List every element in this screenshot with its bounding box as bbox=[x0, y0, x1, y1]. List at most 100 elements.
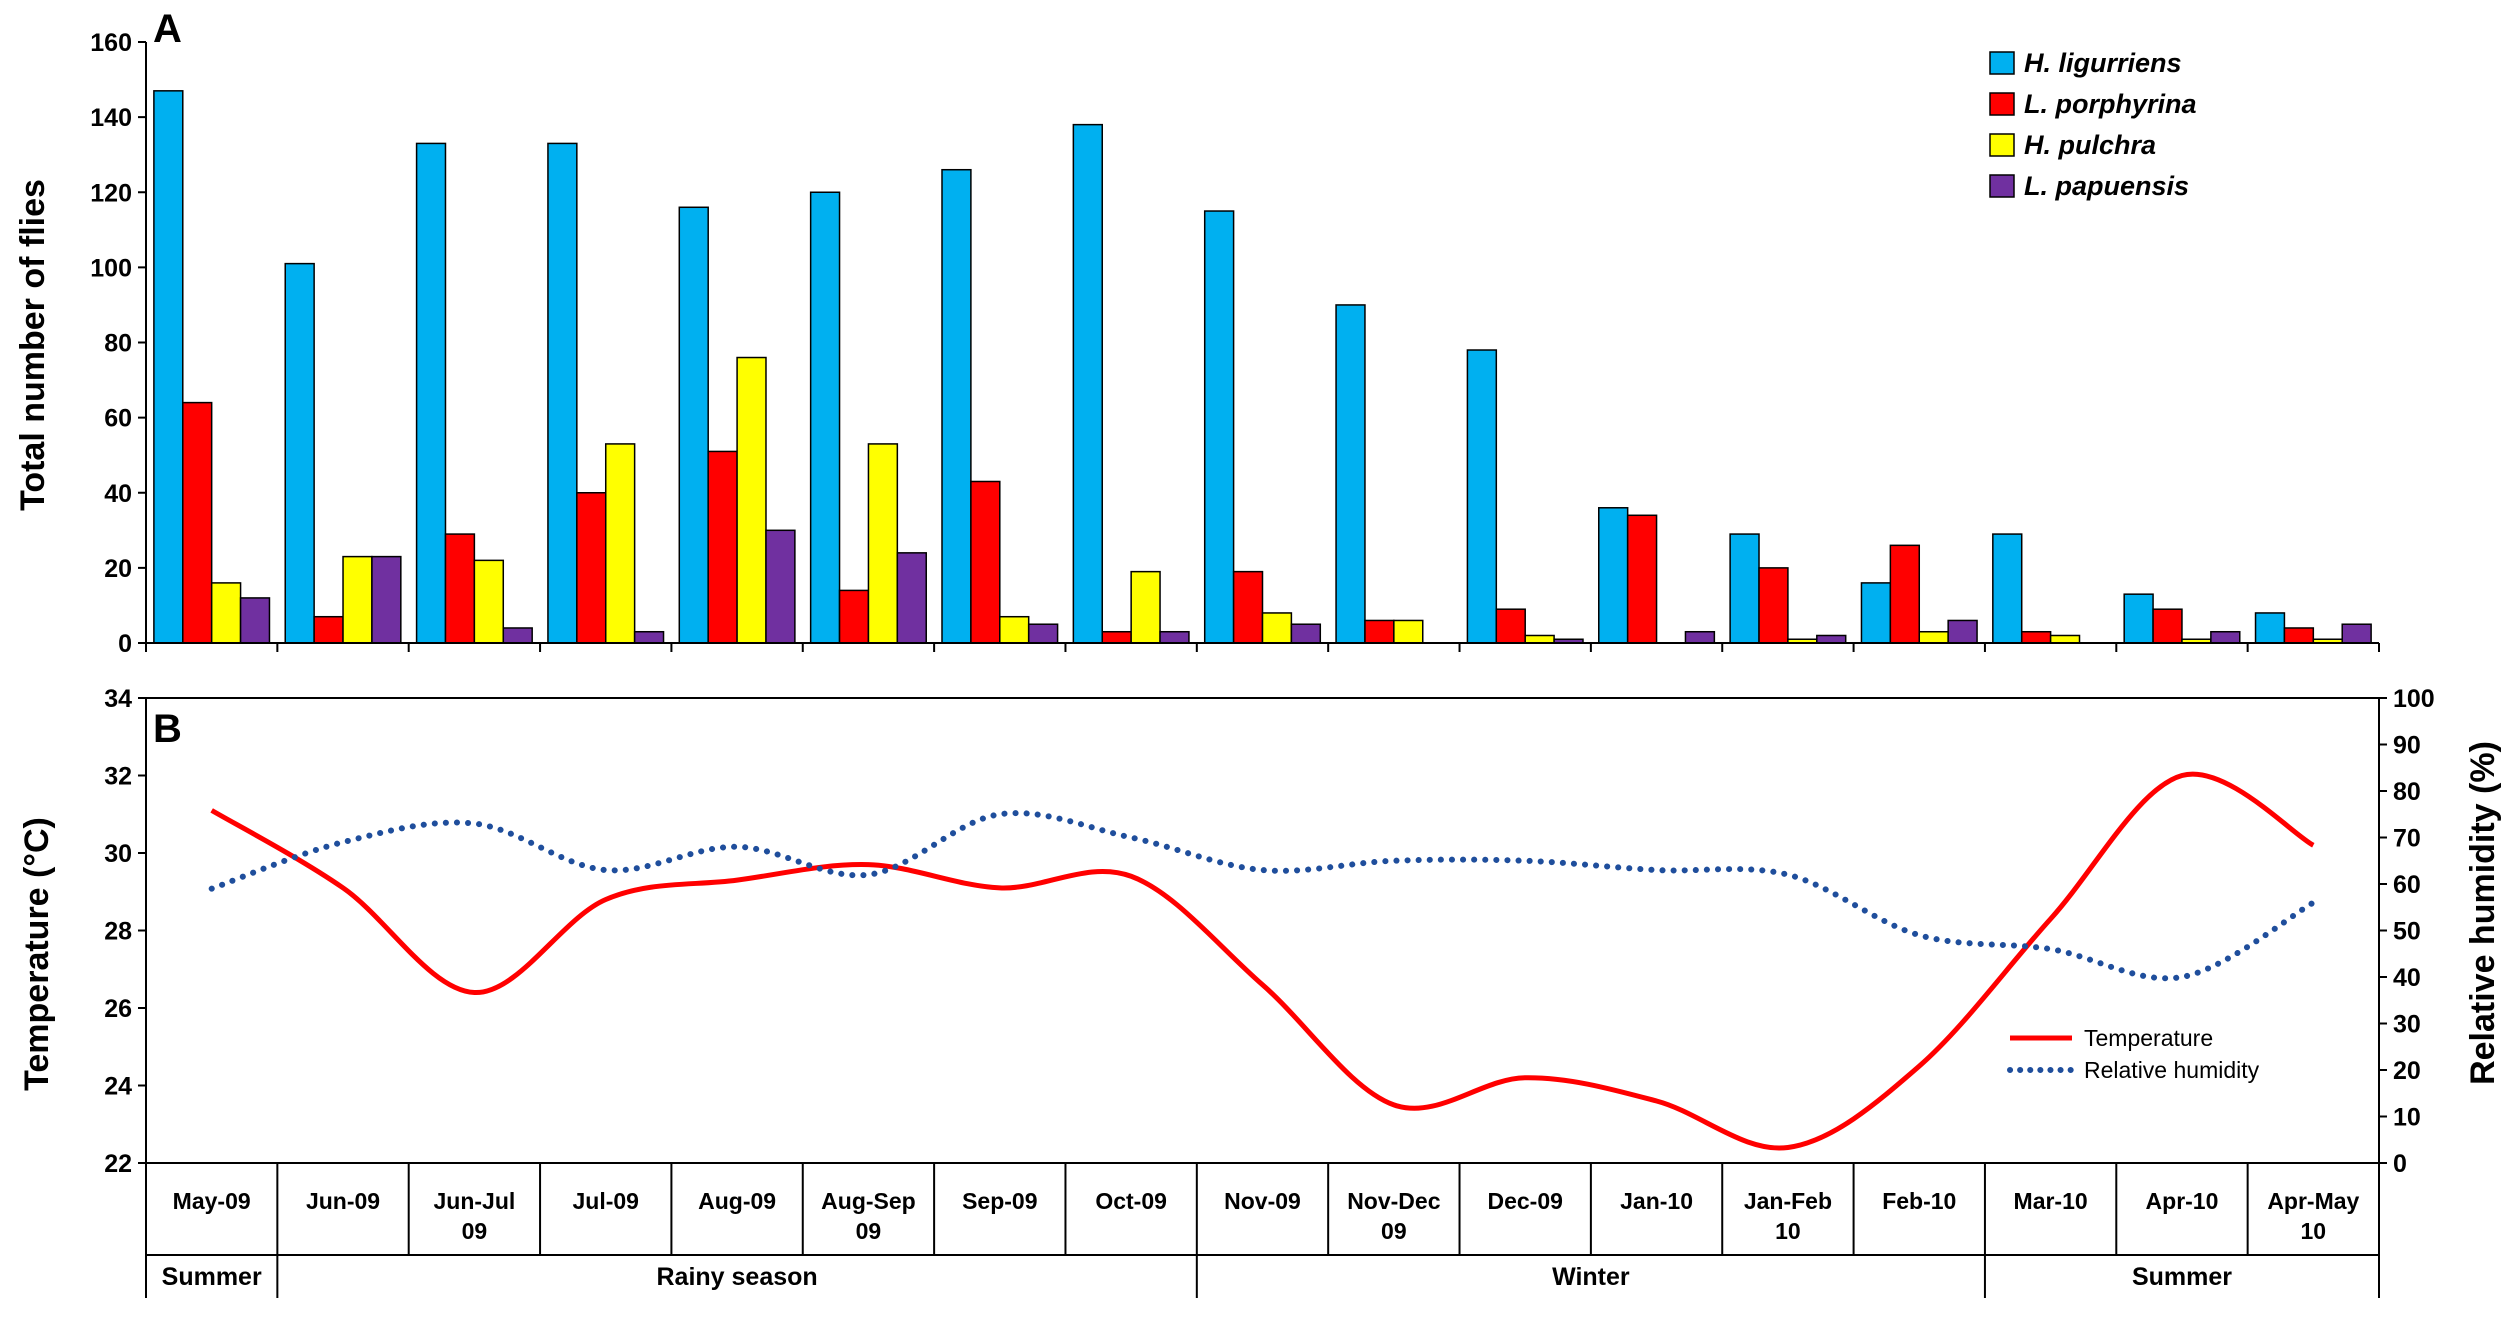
category-label: Nov-Dec bbox=[1347, 1188, 1441, 1214]
bar-h-ligurriens bbox=[547, 142, 578, 644]
y-tick-label: 100 bbox=[90, 254, 132, 282]
left-tick-label: 26 bbox=[104, 995, 132, 1023]
right-tick-label: 50 bbox=[2393, 918, 2421, 946]
category-label: Jan-10 bbox=[1620, 1188, 1693, 1214]
bar-l-papuensis bbox=[502, 627, 533, 644]
bar-l-porphyrina bbox=[2283, 627, 2315, 644]
legend-swatch bbox=[1989, 92, 2015, 116]
bar-h-pulchra bbox=[210, 582, 242, 644]
left-tick-label: 32 bbox=[104, 763, 132, 791]
left-tick-label: 22 bbox=[104, 1150, 132, 1178]
bar-l-porphyrina bbox=[1232, 570, 1264, 644]
right-tick-label: 20 bbox=[2393, 1057, 2421, 1085]
bar-h-ligurriens bbox=[284, 262, 315, 644]
right-tick-label: 40 bbox=[2393, 964, 2421, 992]
bar-l-porphyrina bbox=[1495, 608, 1526, 644]
season-label: Summer bbox=[162, 1263, 262, 1291]
right-tick-label: 90 bbox=[2393, 732, 2421, 760]
bar-h-ligurriens bbox=[809, 191, 841, 644]
category-label-line2: 10 bbox=[2301, 1218, 2327, 1244]
season-label: Winter bbox=[1552, 1263, 1630, 1291]
panel-b-legend: Temperature Relative humidity bbox=[2007, 1025, 2260, 1083]
panel-b-lines bbox=[208, 771, 2317, 1151]
legend-swatch bbox=[1989, 174, 2015, 198]
panel-a-y-axis-title: Total number of flies bbox=[14, 179, 52, 511]
legend-label: H. ligurriens bbox=[2024, 48, 2182, 78]
bar-l-papuensis bbox=[371, 555, 402, 644]
category-label-line2: 10 bbox=[1775, 1218, 1801, 1244]
category-label-line2: 09 bbox=[1381, 1218, 1407, 1244]
panel-b-right-ticks: 0 10 20 30 40 50 60 70 80 90 100 bbox=[2379, 685, 2435, 1178]
bar-l-porphyrina bbox=[444, 533, 476, 644]
category-label: Aug-09 bbox=[698, 1188, 776, 1214]
legend-swatch bbox=[1989, 51, 2015, 75]
y-tick-label: 60 bbox=[104, 405, 132, 433]
panel-b-right-axis-title: Relative humidity (%) bbox=[2464, 741, 2502, 1085]
bar-l-porphyrina bbox=[970, 480, 1001, 644]
bar-h-ligurriens bbox=[2254, 612, 2286, 644]
bar-l-porphyrina bbox=[1101, 630, 1132, 644]
panel-a-legend: H. ligurriens L. porphyrina H. pulchra L. p… bbox=[1989, 48, 2197, 201]
legend-swatch bbox=[1989, 133, 2015, 157]
bar-l-porphyrina bbox=[707, 450, 738, 644]
left-tick-label: 28 bbox=[104, 918, 132, 946]
y-tick-label: 80 bbox=[104, 330, 132, 358]
category-label: Jun-09 bbox=[306, 1188, 380, 1214]
bar-h-ligurriens bbox=[941, 168, 972, 644]
bar-l-papuensis bbox=[2210, 630, 2241, 644]
category-label: Mar-10 bbox=[2014, 1188, 2088, 1214]
bar-l-porphyrina bbox=[838, 589, 870, 644]
category-label: Apr-May bbox=[2267, 1188, 2359, 1214]
bar-l-porphyrina bbox=[313, 615, 344, 644]
y-tick-label: 0 bbox=[118, 630, 132, 658]
panel-b-left-axis-title: Temperature (°C) bbox=[18, 817, 56, 1091]
category-table: May-09 Jun-09 Jun-Jul 09 Jul-09 Aug-09 Aug-Sep… bbox=[145, 1163, 2380, 1298]
y-tick-label: 140 bbox=[90, 104, 132, 132]
y-tick-label: 40 bbox=[104, 480, 132, 508]
bar-h-ligurriens bbox=[1466, 349, 1498, 644]
panel-a-bars bbox=[153, 90, 2372, 644]
bar-h-ligurriens bbox=[1729, 533, 1760, 644]
season-label: Summer bbox=[2132, 1263, 2232, 1291]
right-tick-label: 80 bbox=[2393, 778, 2421, 806]
bar-h-pulchra bbox=[1261, 612, 1293, 644]
bar-h-ligurriens bbox=[678, 206, 709, 644]
left-tick-label: 34 bbox=[104, 685, 132, 713]
bar-l-porphyrina bbox=[1364, 619, 1395, 644]
y-tick-label: 20 bbox=[104, 555, 132, 583]
bar-h-ligurriens bbox=[2123, 593, 2154, 644]
legend-label: Relative humidity bbox=[2084, 1057, 2260, 1083]
legend-label: H. pulchra bbox=[2024, 130, 2156, 160]
panel-a-x-ticks bbox=[145, 643, 2380, 652]
category-label: Nov-09 bbox=[1224, 1188, 1301, 1214]
bar-h-ligurriens bbox=[415, 142, 447, 644]
panel-a: A Total number of flies 0 20 40 60 80 100 120 1… bbox=[14, 7, 2380, 658]
category-label: Sep-09 bbox=[962, 1188, 1037, 1214]
category-label: Jun-Jul bbox=[433, 1188, 515, 1214]
right-tick-label: 60 bbox=[2393, 871, 2421, 899]
category-label: Aug-Sep bbox=[821, 1188, 916, 1214]
bar-l-porphyrina bbox=[182, 401, 213, 644]
category-label: Jan-Feb bbox=[1744, 1188, 1832, 1214]
category-label: Jul-09 bbox=[572, 1188, 638, 1214]
left-tick-label: 30 bbox=[104, 840, 132, 868]
legend-label: L. porphyrina bbox=[2024, 89, 2197, 119]
bar-l-papuensis bbox=[1159, 630, 1190, 644]
season-label: Rainy season bbox=[656, 1263, 817, 1291]
bar-l-papuensis bbox=[896, 552, 927, 644]
bar-h-ligurriens bbox=[1203, 210, 1235, 644]
bar-h-pulchra bbox=[736, 356, 767, 644]
right-tick-label: 0 bbox=[2393, 1150, 2407, 1178]
left-tick-label: 24 bbox=[104, 1073, 132, 1101]
bar-h-pulchra bbox=[604, 443, 636, 644]
bar-h-ligurriens bbox=[1335, 304, 1366, 644]
temperature-line bbox=[210, 771, 2315, 1151]
legend-label: L. papuensis bbox=[2024, 171, 2189, 201]
bar-h-ligurriens bbox=[1598, 507, 1629, 644]
legend-label: Temperature bbox=[2084, 1025, 2213, 1051]
bar-l-papuensis bbox=[1290, 623, 1322, 644]
bar-l-papuensis bbox=[765, 529, 796, 644]
bar-l-porphyrina bbox=[2020, 630, 2052, 644]
bar-l-porphyrina bbox=[2152, 608, 2183, 644]
